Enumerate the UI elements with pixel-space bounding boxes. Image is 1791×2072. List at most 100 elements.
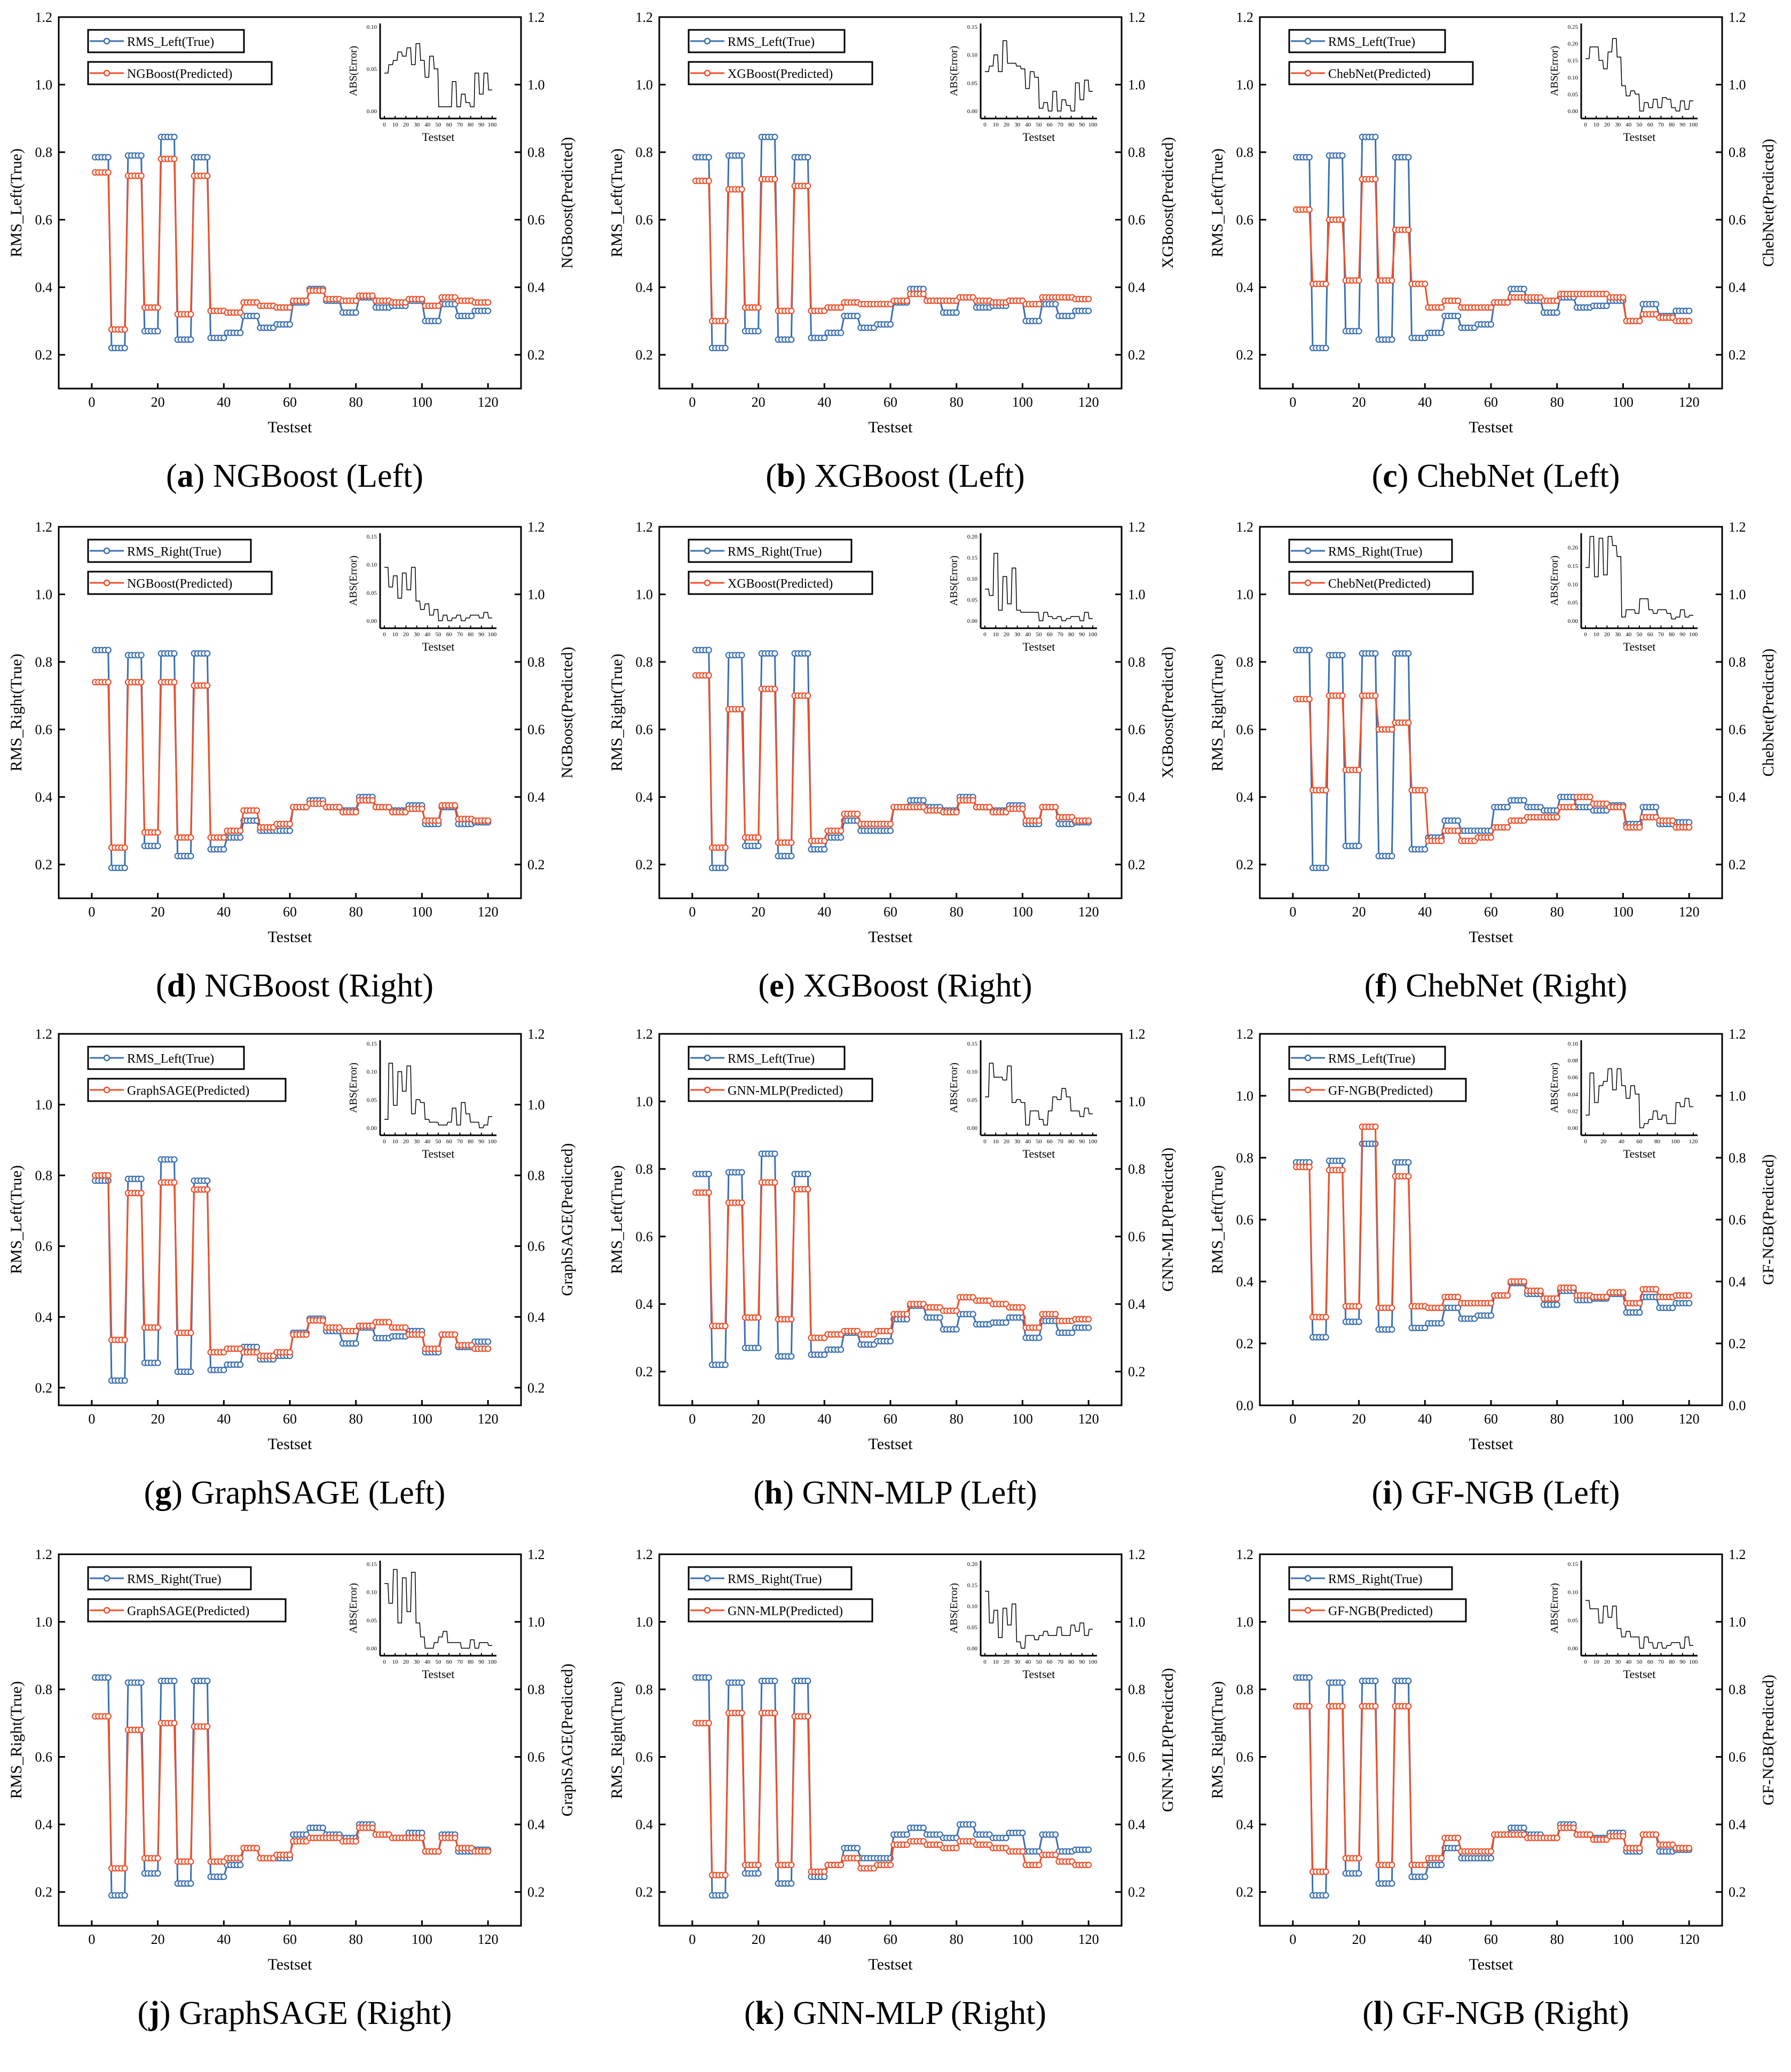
- caption-title: ) GF-NGB (Right): [1383, 1995, 1629, 2031]
- predicted-point: [1636, 1300, 1643, 1307]
- y-tick-label: 1.0: [1236, 1088, 1254, 1104]
- y-tick-label: 0.4: [636, 789, 653, 805]
- true-point: [838, 1346, 845, 1353]
- y-tick-label: 0.8: [1236, 1682, 1254, 1697]
- x-tick-label: 40: [217, 1411, 231, 1427]
- panel-caption: (j) GraphSAGE (Right): [138, 1995, 452, 2031]
- inset-error-line: [384, 1569, 492, 1649]
- caption-title: ) GraphSAGE (Left): [171, 1475, 445, 1511]
- y-tick-label-right: 1.2: [1128, 10, 1146, 25]
- inset-y-tick-label: 0.15: [367, 1561, 377, 1568]
- y-tick-label: 0.6: [35, 1750, 53, 1765]
- x-tick-label: 100: [1012, 1411, 1033, 1427]
- predicted-point: [286, 304, 294, 311]
- true-point: [1504, 804, 1511, 811]
- x-axis-label: Testset: [1469, 1435, 1514, 1453]
- predicted-point: [1422, 1862, 1429, 1869]
- inset-error-plot: 0.00 0.02 0.04 0.06 0.08 0.10 0 20 40 60 80 100 120 T…: [1549, 1040, 1698, 1160]
- panel-caption: (a) NGBoost (Left): [166, 458, 423, 494]
- predicted-point: [1438, 837, 1445, 844]
- predicted-point: [419, 1834, 425, 1841]
- true-point: [738, 1679, 745, 1686]
- predicted-point: [755, 304, 762, 311]
- true-point: [1085, 1846, 1092, 1853]
- inset-x-tick-label: 10: [1593, 122, 1600, 128]
- true-series: [91, 646, 492, 872]
- inset-x-tick-label: 90: [1079, 631, 1085, 638]
- true-point: [254, 312, 261, 320]
- y-tick-label-right: 0.4: [527, 280, 545, 295]
- inset-y-tick-label: 0.05: [367, 590, 377, 596]
- x-tick-label: 120: [1679, 394, 1700, 410]
- inset-error-line: [384, 1063, 492, 1128]
- y-tick-label: 0.6: [636, 1229, 653, 1245]
- inset-y-tick-label: 0.10: [1568, 75, 1579, 81]
- true-point: [286, 321, 294, 328]
- y-axis-label: RMS_Right(True): [7, 654, 25, 772]
- true-point: [705, 1171, 712, 1177]
- inset-x-tick-label: 20: [1004, 122, 1010, 128]
- true-point: [1069, 1329, 1076, 1336]
- true-line: [696, 136, 1089, 349]
- true-point: [154, 1870, 161, 1877]
- x-tick-label: 100: [412, 904, 432, 920]
- predicted-point: [402, 1324, 409, 1331]
- inset-x-tick-label: 20: [1004, 631, 1010, 638]
- legend-label: GraphSAGE(Predicted): [127, 1604, 249, 1618]
- legend-predicted: NGBoost(Predicted): [87, 571, 273, 595]
- predicted-series: [91, 155, 492, 333]
- y-tick-label: 1.0: [636, 1615, 653, 1630]
- predicted-point: [435, 1345, 442, 1353]
- inset-x-tick-label: 100: [488, 1659, 497, 1665]
- legend-predicted: XGBoost(Predicted): [688, 61, 873, 85]
- legend-label: NGBoost(Predicted): [127, 577, 232, 591]
- inset-x-tick-label: 80: [1068, 1659, 1075, 1665]
- true-point: [154, 842, 161, 850]
- predicted-point: [171, 678, 178, 686]
- panel-e: 0.2 0.2 0.4 0.4 0.6 0.6 0.8 0.8 1.0 1.0 1.2 1.2 0 20 4…: [601, 510, 1190, 1030]
- inset-x-tick-label: 50: [436, 1138, 442, 1145]
- x-tick-label: 60: [883, 904, 897, 920]
- true-point: [254, 1343, 261, 1350]
- inset-x-tick-label: 0: [1584, 1659, 1587, 1665]
- legend-label: RMS_Left(True): [1328, 1052, 1415, 1066]
- inset-error-plot: 0.00 0.05 0.10 0.15 0.20 0 10 20 30 40 50 60 70 80 90 1…: [948, 1561, 1098, 1681]
- x-tick-label: 120: [1078, 1411, 1099, 1427]
- legend-label: GF-NGB(Predicted): [1328, 1604, 1433, 1618]
- y-tick-label: 0.8: [35, 145, 53, 160]
- y-axis-label: RMS_Left(True): [7, 148, 25, 257]
- y-tick-label-right: 0.6: [1729, 1212, 1746, 1228]
- chart-svg: 0.2 0.2 0.4 0.4 0.6 0.6 0.8 0.8 1.0 1.0 1.2 1.2 0 20 4…: [1209, 1547, 1777, 2031]
- panel-k: 0.2 0.2 0.4 0.4 0.6 0.6 0.8 0.8 1.0 1.0 1.2 1.2 0 20 4…: [601, 1537, 1190, 2058]
- legend-marker-icon: [103, 37, 111, 45]
- inset-y-tick-label: 0.15: [967, 24, 978, 30]
- y-tick-label: 0.6: [1236, 212, 1254, 228]
- inset-x-tick-label: 100: [1689, 1659, 1698, 1665]
- inset-x-tick-label: 0: [1584, 1138, 1587, 1145]
- true-point: [121, 1377, 128, 1384]
- caption-title: ) ChebNet (Right): [1386, 968, 1627, 1004]
- predicted-point: [1306, 206, 1313, 213]
- y-tick-label: 0.8: [35, 1168, 53, 1183]
- true-point: [1306, 1674, 1313, 1681]
- predicted-point: [237, 827, 244, 834]
- x-tick-label: 60: [283, 904, 297, 920]
- true-point: [105, 154, 112, 161]
- inset-x-tick-label: 80: [468, 1659, 474, 1665]
- x-axis-label: Testset: [869, 1956, 913, 1973]
- inset-error-plot: 0.00 0.05 0.10 0.15 0 10 20 30 40 50 60 70 80 90 100 Te…: [348, 1040, 497, 1160]
- predicted-point: [1487, 834, 1495, 841]
- inset-x-tick-label: 80: [1669, 631, 1675, 638]
- x-tick-label: 80: [349, 1411, 363, 1427]
- predicted-point: [369, 292, 376, 299]
- true-point: [722, 344, 729, 352]
- inset-x-tick-label: 100: [1088, 1138, 1098, 1145]
- inset-x-tick-label: 60: [446, 631, 453, 638]
- inset-x-tick-label: 30: [1615, 122, 1621, 128]
- true-point: [821, 1351, 828, 1358]
- inset-y-tick-label: 0.10: [967, 52, 978, 59]
- y-tick-label-right: 1.0: [1128, 77, 1146, 93]
- inset-y-tick-label: 0.10: [1568, 1589, 1579, 1596]
- chart-svg: 0.0 0.0 0.2 0.2 0.4 0.4 0.6 0.6 0.8 0.8 1.0 1.0 1.2 1…: [1209, 1026, 1777, 1511]
- y-tick-label-right: 1.2: [1729, 10, 1746, 25]
